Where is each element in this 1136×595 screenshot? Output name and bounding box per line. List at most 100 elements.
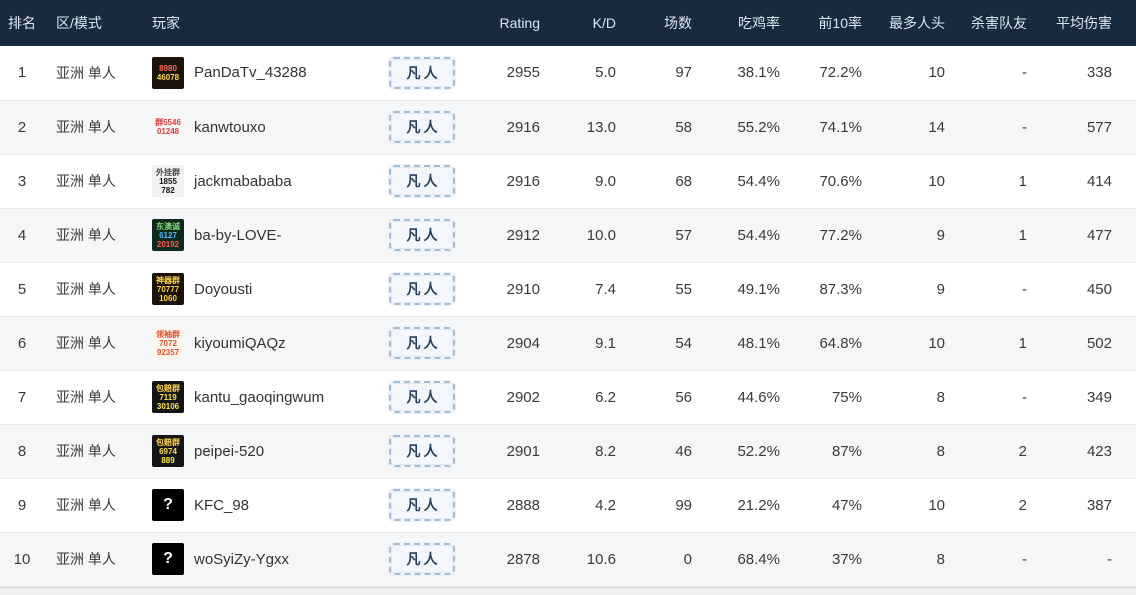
matches-cell: 54 [675,334,692,352]
player-name[interactable]: kanwtouxo [194,118,266,136]
table-row: 1 亚洲 单人 8980 46078 PanDaTv_43288 凡人 2955 … [0,46,1136,100]
rank-tier-button[interactable]: 凡人 [389,489,455,521]
rank-tier-button[interactable]: 凡人 [389,381,455,413]
player-name[interactable]: kiyoumiQAQz [194,334,286,352]
col-header-avg-damage: 平均伤害 [1051,0,1136,46]
rank-cell: 7 [17,388,27,406]
max-kills-cell: 8 [936,388,945,406]
col-header-player: 玩家 [132,0,362,46]
player-name[interactable]: kantu_gaoqingwum [194,388,325,406]
team-kills-cell: 2 [1018,442,1027,460]
rating-cell: 2901 [506,442,540,460]
matches-cell: 46 [675,442,692,460]
rank-tier-button[interactable]: 凡人 [389,165,455,197]
player-name[interactable]: PanDaTv_43288 [194,64,307,82]
col-header-max-kills: 最多人头 [886,0,969,46]
player-avatar: 神器群 70777 1060 [152,273,184,305]
player-avatar: 领袖群 7072 92357 [152,327,184,359]
team-kills-cell: - [1022,388,1027,406]
avg-damage-cell: 577 [1086,118,1112,136]
team-kills-cell: - [1022,280,1027,298]
player-cell: 群5546 01248 kanwtouxo [152,111,362,143]
table-row: 10 亚洲 单人 ? woSyiZy-Ygxx 凡人 2878 10.6 0 6… [0,532,1136,586]
region-mode-cell: 亚洲 单人 [56,335,116,351]
col-header-action [362,0,482,46]
max-kills-cell: 9 [936,226,945,244]
player-cell: 8980 46078 PanDaTv_43288 [152,56,362,89]
kd-cell: 4.2 [595,496,616,514]
win-rate-cell: 55.2% [737,118,780,136]
kd-cell: 8.2 [595,442,616,460]
team-kills-cell: 1 [1018,334,1027,352]
player-name[interactable]: peipei-520 [194,442,265,460]
avg-damage-cell: 338 [1086,64,1112,82]
region-mode-cell: 亚洲 单人 [56,281,116,297]
player-cell: 东澳诚 6127 20192 ba-by-LOVE- [152,219,362,251]
player-name[interactable]: ba-by-LOVE- [194,226,282,244]
rank-tier-button[interactable]: 凡人 [389,327,455,359]
rating-cell: 2878 [506,550,540,568]
col-header-win-rate: 吃鸡率 [716,0,804,46]
max-kills-cell: 10 [928,334,945,352]
avg-damage-cell: 502 [1086,334,1112,352]
kd-cell: 9.0 [595,172,616,190]
rank-tier-button[interactable]: 凡人 [389,273,455,305]
matches-cell: 58 [675,118,692,136]
player-avatar: 东澳诚 6127 20192 [152,219,184,251]
player-cell: 包赔群 7119 30106 kantu_gaoqingwum [152,381,362,413]
player-avatar: 包赔群 7119 30106 [152,381,184,413]
table-row: 2 亚洲 单人 群5546 01248 kanwtouxo 凡人 2916 13.… [0,100,1136,154]
max-kills-cell: 8 [936,442,945,460]
rank-cell: 2 [17,118,27,136]
avg-damage-cell: 387 [1086,496,1112,514]
table-row: 5 亚洲 单人 神器群 70777 1060 Doyousti 凡人 2910 7.… [0,262,1136,316]
region-mode-cell: 亚洲 单人 [56,173,116,189]
max-kills-cell: 10 [928,64,945,82]
kd-cell: 10.0 [586,226,616,244]
rank-cell: 9 [17,496,27,514]
rating-cell: 2916 [506,172,540,190]
max-kills-cell: 9 [936,280,945,298]
player-name[interactable]: jackmabababa [194,172,292,190]
player-avatar: ? [152,489,184,521]
kd-cell: 10.6 [586,550,616,568]
top10-rate-cell: 77.2% [819,226,862,244]
matches-cell: 99 [675,496,692,514]
rank-tier-button[interactable]: 凡人 [389,219,455,251]
top10-rate-cell: 74.1% [819,118,862,136]
max-kills-cell: 8 [936,550,945,568]
rank-tier-button[interactable]: 凡人 [389,56,455,89]
matches-cell: 56 [675,388,692,406]
player-name[interactable]: Doyousti [194,280,253,298]
col-header-team-kills: 杀害队友 [969,0,1051,46]
col-header-rating: Rating [482,0,564,46]
table-row: 9 亚洲 单人 ? KFC_98 凡人 2888 4.2 99 21.2% 47… [0,478,1136,532]
rank-cell: 4 [17,226,27,244]
rating-cell: 2902 [506,388,540,406]
player-avatar: 外挂群 1855 782 [152,165,184,197]
kd-cell: 6.2 [595,388,616,406]
table-row: 3 亚洲 单人 外挂群 1855 782 jackmabababa 凡人 2916 … [0,154,1136,208]
avg-damage-cell: - [1107,550,1112,568]
col-header-region-mode: 区/模式 [44,0,132,46]
table-row: 4 亚洲 单人 东澳诚 6127 20192 ba-by-LOVE- 凡人 2912… [0,208,1136,262]
rank-cell: 5 [17,280,27,298]
region-mode-cell: 亚洲 单人 [56,497,116,513]
kd-cell: 13.0 [586,118,616,136]
player-name[interactable]: KFC_98 [194,496,250,514]
win-rate-cell: 68.4% [737,550,780,568]
rank-tier-button[interactable]: 凡人 [389,435,455,467]
top10-rate-cell: 75% [831,388,862,406]
player-avatar: 包赔群 6974 889 [152,435,184,467]
player-name[interactable]: woSyiZy-Ygxx [194,550,290,568]
kd-cell: 9.1 [595,334,616,352]
rank-tier-button[interactable]: 凡人 [389,111,455,143]
rank-tier-button[interactable]: 凡人 [389,543,455,575]
rating-cell: 2904 [506,334,540,352]
matches-cell: 0 [683,550,692,568]
top10-rate-cell: 87% [831,442,862,460]
top10-rate-cell: 72.2% [819,64,862,82]
win-rate-cell: 48.1% [737,334,780,352]
win-rate-cell: 49.1% [737,280,780,298]
